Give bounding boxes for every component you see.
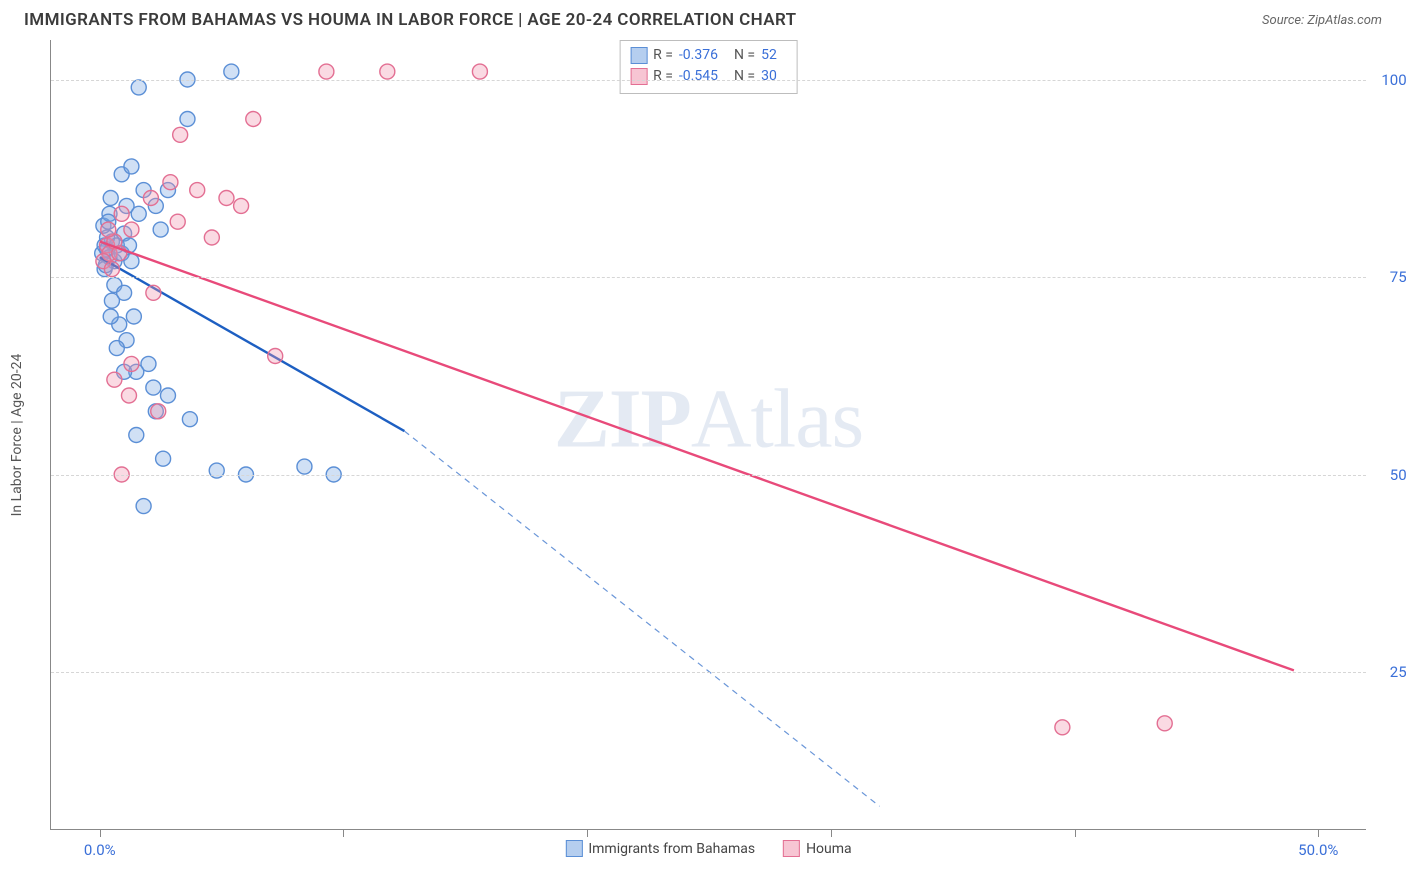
- x-tick: [587, 829, 588, 837]
- x-tick: [343, 829, 344, 837]
- scatter-point: [163, 175, 178, 190]
- scatter-point: [472, 64, 487, 79]
- bottom-legend-swatch-0: [565, 840, 582, 857]
- y-tick-label: 50.0%: [1372, 466, 1406, 484]
- stat-n-value-1: 30: [761, 66, 777, 87]
- scatter-point: [121, 388, 136, 403]
- chart-container: IMMIGRANTS FROM BAHAMAS VS HOUMA IN LABO…: [0, 0, 1406, 892]
- scatter-point: [268, 349, 283, 364]
- bottom-legend-item-1: Houma: [783, 840, 852, 857]
- scatter-point: [107, 372, 122, 387]
- x-tick: [100, 829, 101, 837]
- scatter-point: [129, 428, 144, 443]
- scatter-point: [124, 356, 139, 371]
- bottom-legend-swatch-1: [783, 840, 800, 857]
- scatter-point: [1157, 716, 1172, 731]
- y-tick-label: 75.0%: [1372, 268, 1406, 286]
- chart-title: IMMIGRANTS FROM BAHAMAS VS HOUMA IN LABO…: [24, 10, 796, 30]
- bottom-legend-label-0: Immigrants from Bahamas: [588, 841, 755, 857]
- scatter-point: [146, 285, 161, 300]
- gridline-y: [51, 277, 1366, 278]
- scatter-point: [131, 80, 146, 95]
- scatter-point: [136, 499, 151, 514]
- source-label: Source: ZipAtlas.com: [1262, 13, 1382, 28]
- bottom-legend-label-1: Houma: [806, 841, 852, 857]
- scatter-point: [219, 191, 234, 206]
- stat-r-value-0: -0.376: [679, 45, 718, 66]
- scatter-point: [160, 388, 175, 403]
- x-tick: [1075, 829, 1076, 837]
- scatter-point: [297, 459, 312, 474]
- scatter-point: [151, 404, 166, 419]
- scatter-point: [156, 451, 171, 466]
- scatter-point: [114, 206, 129, 221]
- scatter-point: [126, 309, 141, 324]
- scatter-point: [124, 222, 139, 237]
- scatter-point: [101, 222, 116, 237]
- scatter-point: [319, 64, 334, 79]
- scatter-point: [173, 127, 188, 142]
- scatter-point: [124, 159, 139, 174]
- scatter-point: [117, 285, 132, 300]
- scatter-point: [146, 380, 161, 395]
- scatter-point: [103, 191, 118, 206]
- x-tick-label: 50.0%: [1298, 841, 1338, 859]
- scatter-point: [1055, 720, 1070, 735]
- stat-legend: R = -0.376 N = 52 R = -0.545 N = 30: [619, 40, 798, 94]
- stat-r-label-1: R =: [653, 66, 673, 87]
- y-tick-label: 100.0%: [1372, 71, 1406, 89]
- scatter-point: [170, 214, 185, 229]
- scatter-point: [224, 64, 239, 79]
- plot-svg: [51, 40, 1367, 830]
- y-tick-label: 25.0%: [1372, 663, 1406, 681]
- scatter-point: [143, 191, 158, 206]
- x-tick: [1318, 829, 1319, 837]
- stat-legend-row-1: R = -0.545 N = 30: [630, 66, 787, 87]
- scatter-point: [380, 64, 395, 79]
- plot-wrap: ZIPAtlas In Labor Force | Age 20-24 R = …: [50, 40, 1366, 830]
- gridline-y: [51, 672, 1366, 673]
- x-tick-label: 0.0%: [84, 841, 116, 859]
- scatter-point: [234, 198, 249, 213]
- stat-swatch-0: [630, 47, 647, 64]
- scatter-point: [246, 112, 261, 127]
- scatter-point: [153, 222, 168, 237]
- regression-line-dashed: [404, 431, 879, 806]
- plot-area: ZIPAtlas In Labor Force | Age 20-24 R = …: [50, 40, 1366, 830]
- bottom-legend-item-0: Immigrants from Bahamas: [565, 840, 755, 857]
- y-axis-title: In Labor Force | Age 20-24: [9, 353, 25, 516]
- bottom-legend: Immigrants from Bahamas Houma: [565, 840, 851, 857]
- stat-r-value-1: -0.545: [679, 66, 718, 87]
- scatter-point: [204, 230, 219, 245]
- scatter-point: [209, 463, 224, 478]
- scatter-point: [182, 412, 197, 427]
- scatter-point: [131, 206, 146, 221]
- stat-n-label-0: N =: [734, 45, 755, 66]
- stat-legend-row-0: R = -0.376 N = 52: [630, 45, 787, 66]
- stat-r-label-0: R =: [653, 45, 673, 66]
- stat-swatch-1: [630, 68, 647, 85]
- gridline-y: [51, 475, 1366, 476]
- x-tick: [831, 829, 832, 837]
- stat-n-value-0: 52: [761, 45, 777, 66]
- scatter-point: [190, 183, 205, 198]
- scatter-point: [104, 262, 119, 277]
- regression-line: [100, 241, 1294, 670]
- chart-header: IMMIGRANTS FROM BAHAMAS VS HOUMA IN LABO…: [0, 0, 1406, 36]
- scatter-point: [109, 341, 124, 356]
- stat-n-label-1: N =: [734, 66, 755, 87]
- gridline-y: [51, 80, 1366, 81]
- regression-line: [100, 257, 405, 431]
- scatter-point: [103, 309, 118, 324]
- scatter-point: [180, 112, 195, 127]
